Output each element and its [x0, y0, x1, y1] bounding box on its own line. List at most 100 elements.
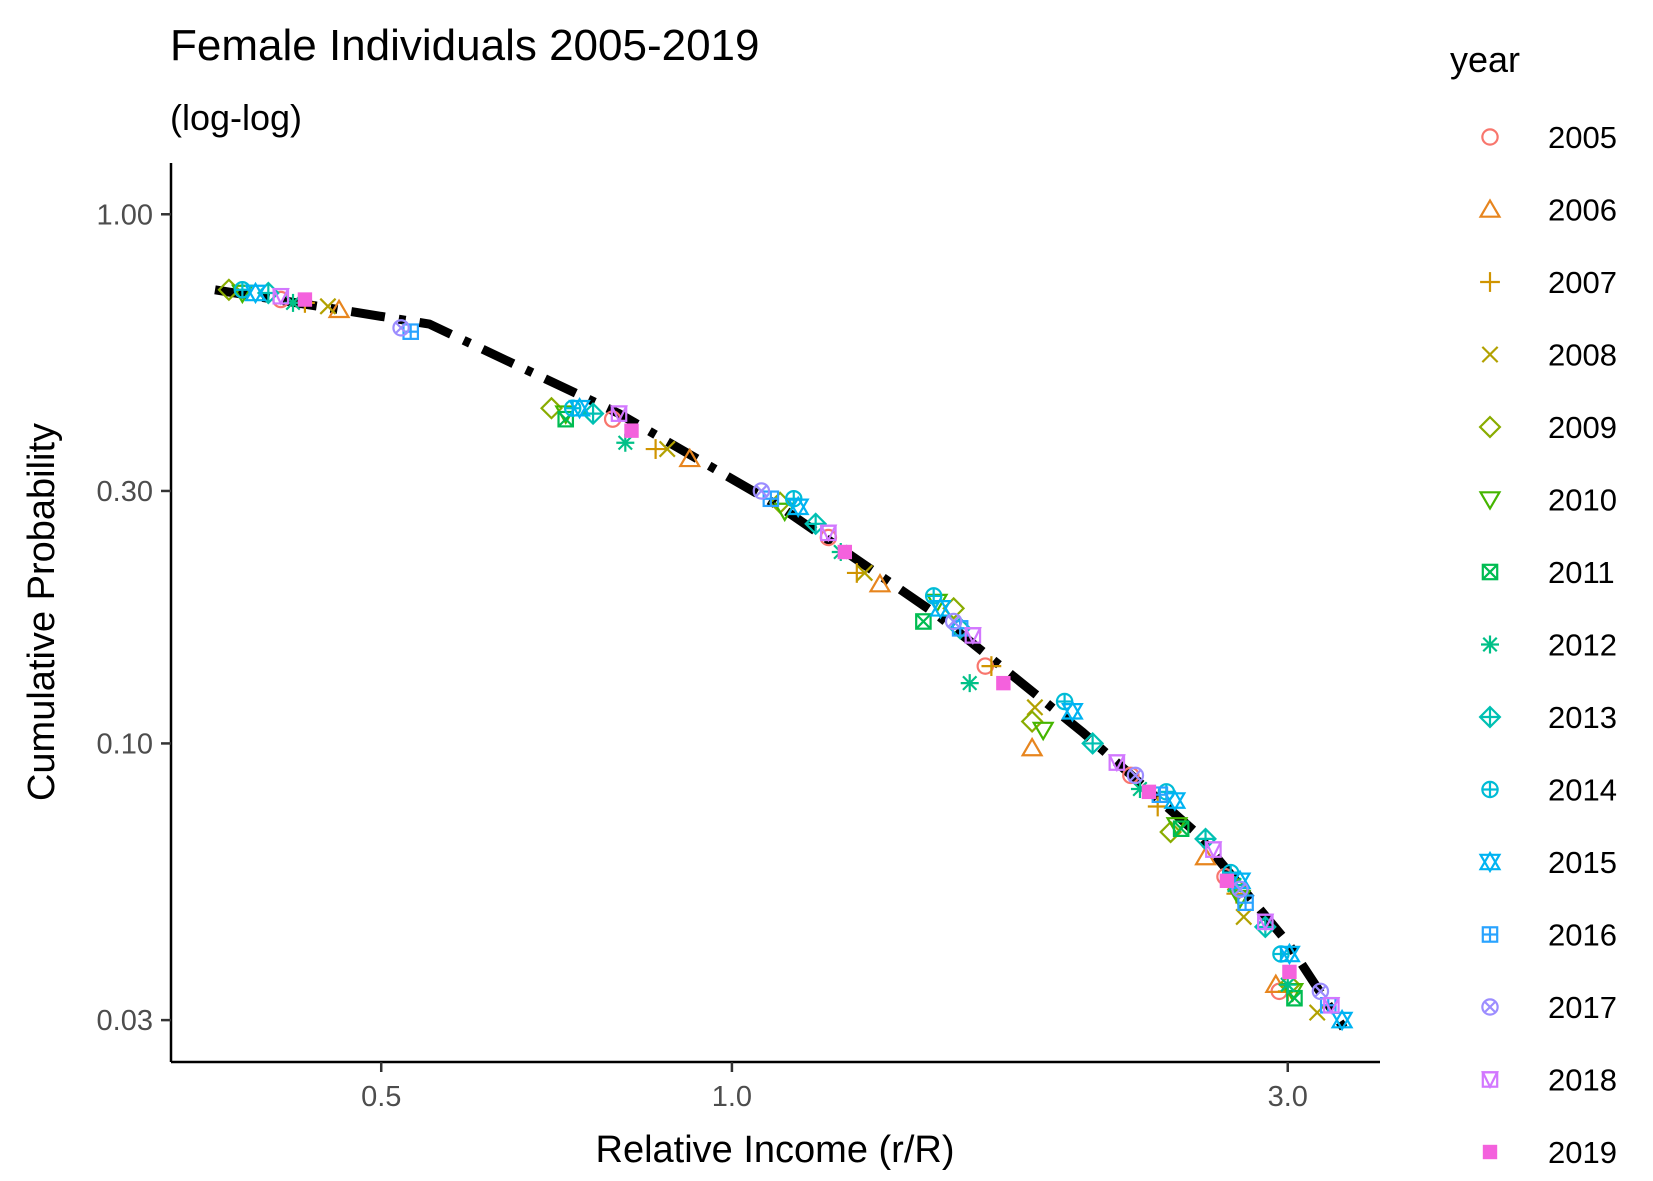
point-2015: [786, 495, 810, 518]
legend-label: 2005: [1548, 120, 1617, 155]
point-2008: [1235, 908, 1253, 926]
point-2019: [837, 544, 853, 560]
legend-item-2008: 2008: [1481, 338, 1617, 373]
legend-key-2014: [1481, 780, 1499, 799]
y-tick-label: 0.03: [97, 1005, 153, 1037]
point-2019: [1219, 873, 1235, 889]
legend-label: 2013: [1548, 700, 1617, 735]
point-2018: [271, 287, 290, 306]
legend-item-2013: 2013: [1478, 700, 1617, 735]
point-2018: [610, 405, 629, 424]
legend-key-2010: [1478, 491, 1502, 511]
point-2019: [624, 423, 639, 438]
legend-item-2019: 2019: [1482, 1135, 1617, 1170]
point-2006: [868, 572, 892, 593]
legend-key-2011: [1481, 563, 1499, 581]
point-2012: [1278, 975, 1297, 994]
y-ticks: 1.00 0.30 0.10 0.03: [97, 199, 171, 1037]
point-2019: [996, 675, 1011, 691]
y-axis-title: Cumulative Probability: [21, 423, 63, 801]
point-2018: [1204, 841, 1223, 860]
legend-key-2018: [1481, 1071, 1499, 1090]
point-2008: [658, 440, 676, 458]
legend-label: 2007: [1548, 265, 1617, 300]
point-2018: [1256, 913, 1275, 932]
point-2015: [1330, 1008, 1354, 1032]
x-tick-label: 0.5: [361, 1081, 401, 1113]
legend-item-2011: 2011: [1481, 555, 1615, 590]
point-2018: [963, 627, 982, 646]
legend-label: 2016: [1548, 918, 1617, 953]
legend-title: year: [1450, 39, 1520, 80]
fit-line: [214, 285, 1348, 1031]
legend-key-2013: [1478, 705, 1502, 729]
point-2015: [1061, 700, 1084, 723]
x-tick-label: 1.0: [712, 1081, 752, 1113]
x-tick-label: 3.0: [1268, 1081, 1308, 1113]
legend-items: 2005 2006 2007 2008 2009 2010 2011 2012 2013 2014…: [1478, 120, 1617, 1170]
legend-item-2006: 2006: [1478, 193, 1617, 228]
point-2010: [1031, 721, 1055, 742]
point-2018: [819, 524, 838, 543]
legend-item-2018: 2018: [1481, 1063, 1617, 1098]
legend-key-2019: [1482, 1144, 1498, 1160]
legend-key-2012: [1481, 635, 1499, 654]
legend-item-2009: 2009: [1478, 410, 1617, 445]
legend-label: 2012: [1548, 628, 1617, 663]
point-2005: [1122, 766, 1140, 785]
chart-subtitle: (log-log): [170, 97, 302, 138]
legend-label: 2011: [1548, 555, 1615, 590]
point-2017: [392, 319, 410, 337]
point-2009: [1159, 820, 1183, 844]
legend-label: 2008: [1548, 338, 1617, 373]
point-2019: [1282, 964, 1297, 980]
point-2007: [645, 439, 666, 459]
point-2017: [1231, 880, 1249, 899]
legend-key-2016: [1481, 926, 1499, 943]
y-tick-label: 1.00: [97, 199, 153, 231]
point-2006: [1020, 736, 1044, 757]
point-2010: [1165, 817, 1189, 837]
point-2015: [568, 397, 591, 420]
legend-item-2007: 2007: [1480, 265, 1617, 300]
legend-label: 2019: [1548, 1135, 1617, 1170]
legend-item-2005: 2005: [1481, 120, 1617, 155]
legend-item-2016: 2016: [1481, 918, 1617, 953]
legend: year 2005 2006 2007 2008 2009 2010 2011 2012 201…: [1450, 39, 1617, 1170]
point-2019: [297, 292, 313, 307]
point-2015: [244, 281, 267, 305]
legend-key-2007: [1480, 272, 1500, 292]
legend-key-2005: [1481, 128, 1499, 146]
point-2015: [1278, 942, 1301, 966]
legend-item-2017: 2017: [1481, 990, 1617, 1025]
x-ticks: 0.5 1.0 3.0: [361, 1062, 1308, 1113]
legend-key-2009: [1478, 415, 1502, 439]
point-2017: [1311, 982, 1330, 1001]
legend-label: 2006: [1548, 193, 1617, 228]
data-points: [217, 278, 1354, 1032]
point-2013: [804, 512, 828, 536]
legend-key-2017: [1481, 998, 1499, 1016]
legend-label: 2018: [1548, 1063, 1617, 1098]
legend-key-2015: [1478, 850, 1502, 874]
point-2011: [1286, 989, 1303, 1007]
legend-item-2012: 2012: [1481, 628, 1617, 663]
point-2008: [856, 564, 874, 582]
point-2006: [678, 447, 702, 468]
point-2011: [915, 613, 932, 630]
y-tick-label: 0.30: [97, 476, 153, 508]
point-2008: [1308, 1004, 1326, 1021]
legend-label: 2015: [1548, 845, 1617, 880]
legend-item-2015: 2015: [1478, 845, 1617, 880]
point-2018: [1107, 754, 1126, 773]
point-2007: [981, 656, 1002, 677]
point-2009: [540, 396, 563, 420]
legend-key-2006: [1478, 198, 1502, 218]
legend-label: 2009: [1548, 410, 1617, 445]
legend-item-2010: 2010: [1478, 483, 1617, 518]
point-2013: [1081, 731, 1105, 755]
point-2012: [960, 674, 979, 693]
legend-item-2014: 2014: [1481, 773, 1617, 808]
point-2008: [319, 297, 337, 315]
point-2017: [1126, 766, 1145, 785]
